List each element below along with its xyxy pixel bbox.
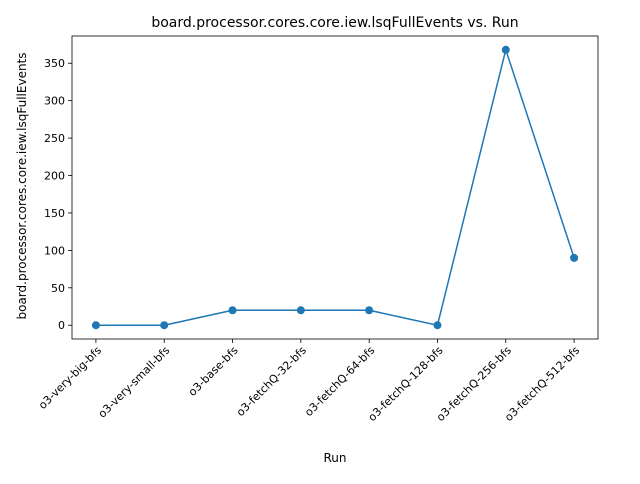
series-line [95, 49, 575, 326]
y-tick-label: 350 [44, 57, 65, 70]
data-point [228, 306, 237, 315]
x-axis-label: Run [323, 451, 346, 465]
y-axis-label: board.processor.cores.core.iew.lsqFullEv… [15, 52, 29, 319]
data-point [365, 306, 374, 315]
y-tick-label: 100 [44, 244, 65, 257]
y-tick-label: 250 [44, 132, 65, 145]
data-point [160, 321, 169, 330]
data-point [433, 321, 442, 330]
y-tick-label: 0 [58, 319, 65, 332]
data-point [501, 45, 510, 54]
chart-title: board.processor.cores.core.iew.lsqFullEv… [151, 15, 518, 31]
y-tick-label: 150 [44, 207, 65, 220]
data-point [91, 321, 100, 330]
data-point [296, 306, 305, 315]
plot-frame [71, 35, 599, 340]
data-point [570, 253, 579, 262]
y-tick-label: 300 [44, 95, 65, 108]
y-tick-label: 200 [44, 170, 65, 183]
y-tick-label: 50 [51, 282, 65, 295]
